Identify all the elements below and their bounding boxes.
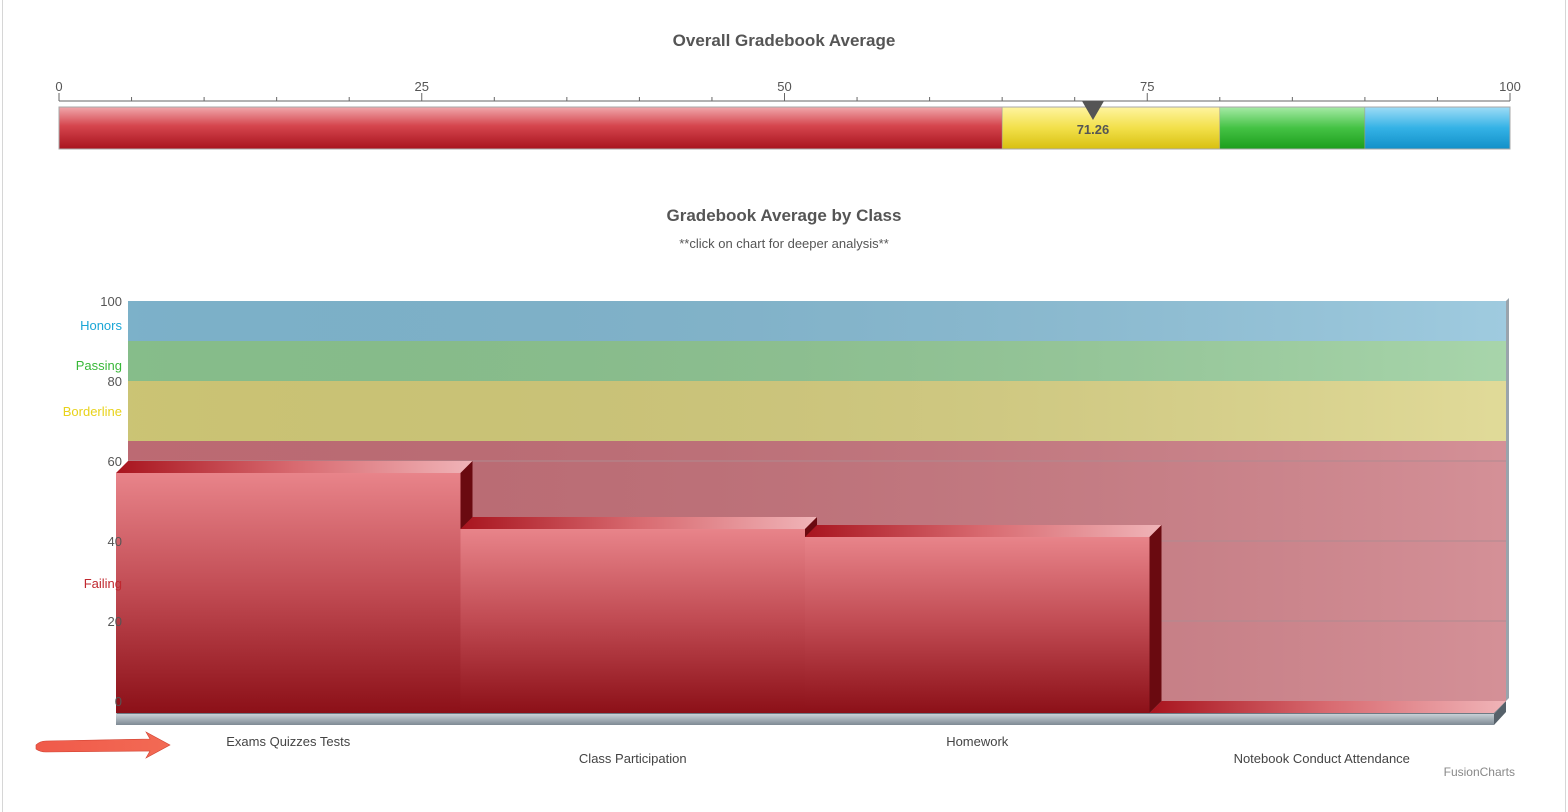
bar-3[interactable] bbox=[805, 525, 1162, 713]
gauge-band-borderline[interactable] bbox=[1001, 106, 1221, 150]
zone-label: Passing bbox=[76, 358, 122, 373]
bar-top[interactable] bbox=[805, 525, 1162, 537]
y-tick-label: 0 bbox=[115, 694, 122, 709]
gauge-color-bands[interactable] bbox=[58, 106, 1511, 150]
gauge-band-honors[interactable] bbox=[1364, 106, 1511, 150]
bars[interactable] bbox=[116, 461, 1506, 713]
zone-label: Borderline bbox=[63, 404, 122, 419]
gauge-title: Overall Gradebook Average bbox=[673, 31, 896, 50]
chart-subtitle: **click on chart for deeper analysis** bbox=[679, 236, 889, 251]
gauge-tick-label: 100 bbox=[1499, 79, 1521, 94]
category-label[interactable]: Homework bbox=[946, 734, 1009, 749]
chart-title: Gradebook Average by Class bbox=[667, 206, 902, 225]
bar-top[interactable] bbox=[116, 461, 473, 473]
gauge-value-label: 71.26 bbox=[1077, 122, 1110, 137]
pointer-triangle-icon bbox=[1081, 101, 1104, 120]
back-wall-edge bbox=[1506, 298, 1509, 701]
red-arrow-annotation bbox=[35, 731, 171, 759]
bar-1[interactable] bbox=[116, 461, 473, 713]
gauge-tick-label: 25 bbox=[415, 79, 429, 94]
zone-label: Failing bbox=[84, 576, 122, 591]
frame-right-border bbox=[1565, 0, 1566, 812]
bar-top[interactable] bbox=[1149, 701, 1507, 713]
bar-side[interactable] bbox=[1149, 525, 1162, 713]
category-label[interactable]: Class Participation bbox=[579, 751, 687, 766]
floor-front bbox=[116, 714, 1494, 725]
bar-front[interactable] bbox=[805, 537, 1150, 713]
gauge-ticks: 0 25 50 75 100 bbox=[55, 79, 1521, 102]
category-label[interactable]: Exams Quizzes Tests bbox=[226, 734, 351, 749]
frame-left-border bbox=[2, 0, 3, 812]
zone-label: Honors bbox=[80, 318, 122, 333]
gauge-pointer: 71.26 bbox=[1077, 101, 1110, 137]
y-tick-label: 100 bbox=[100, 294, 122, 309]
zone-labels: Failing Borderline Passing Honors bbox=[63, 318, 123, 591]
gauge-band-failing[interactable] bbox=[58, 106, 1003, 150]
gauge-band-passing[interactable] bbox=[1219, 106, 1366, 150]
bar-front[interactable] bbox=[116, 473, 461, 713]
bar-4[interactable] bbox=[1149, 701, 1507, 713]
gauge-border bbox=[58, 106, 1511, 150]
floor-side bbox=[1494, 701, 1506, 725]
y-tick-label: 20 bbox=[108, 614, 122, 629]
fusioncharts-watermark: FusionCharts bbox=[1444, 765, 1515, 779]
category-label[interactable]: Notebook Conduct Attendance bbox=[1234, 751, 1410, 766]
gauge-tick-label: 75 bbox=[1140, 79, 1154, 94]
y-tick-label: 40 bbox=[108, 534, 122, 549]
bar-front[interactable] bbox=[460, 529, 806, 713]
y-tick-label: 60 bbox=[108, 454, 122, 469]
category-labels: Exams Quizzes Tests Class Participation Ho… bbox=[226, 734, 1410, 766]
bar-2[interactable] bbox=[460, 517, 818, 713]
gauge-tick-label: 0 bbox=[55, 79, 62, 94]
gauge-tick-label: 50 bbox=[777, 79, 791, 94]
bar-top[interactable] bbox=[460, 517, 818, 529]
y-tick-label: 80 bbox=[108, 374, 122, 389]
y-axis-labels: 0 20 40 60 80 100 bbox=[100, 294, 122, 709]
